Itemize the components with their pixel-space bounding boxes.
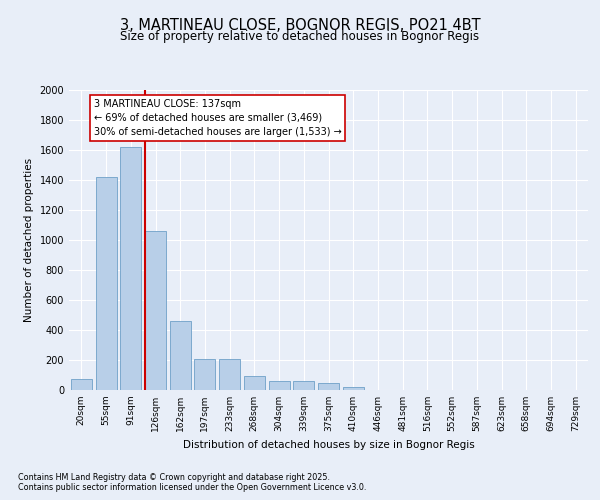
Bar <box>219 359 240 390</box>
Bar <box>120 147 141 390</box>
Text: Contains HM Land Registry data © Crown copyright and database right 2025.: Contains HM Land Registry data © Crown c… <box>18 472 330 482</box>
Bar <box>244 376 265 390</box>
Bar <box>343 387 364 390</box>
X-axis label: Distribution of detached houses by size in Bognor Regis: Distribution of detached houses by size … <box>182 440 475 450</box>
Bar <box>293 381 314 390</box>
Text: 3, MARTINEAU CLOSE, BOGNOR REGIS, PO21 4BT: 3, MARTINEAU CLOSE, BOGNOR REGIS, PO21 4… <box>119 18 481 32</box>
Y-axis label: Number of detached properties: Number of detached properties <box>24 158 34 322</box>
Bar <box>194 358 215 390</box>
Text: Contains public sector information licensed under the Open Government Licence v3: Contains public sector information licen… <box>18 484 367 492</box>
Bar <box>318 383 339 390</box>
Bar <box>269 381 290 390</box>
Bar <box>71 379 92 390</box>
Bar <box>95 177 116 390</box>
Bar <box>145 231 166 390</box>
Text: Size of property relative to detached houses in Bognor Regis: Size of property relative to detached ho… <box>121 30 479 43</box>
Bar <box>170 321 191 390</box>
Text: 3 MARTINEAU CLOSE: 137sqm
← 69% of detached houses are smaller (3,469)
30% of se: 3 MARTINEAU CLOSE: 137sqm ← 69% of detac… <box>94 99 341 137</box>
